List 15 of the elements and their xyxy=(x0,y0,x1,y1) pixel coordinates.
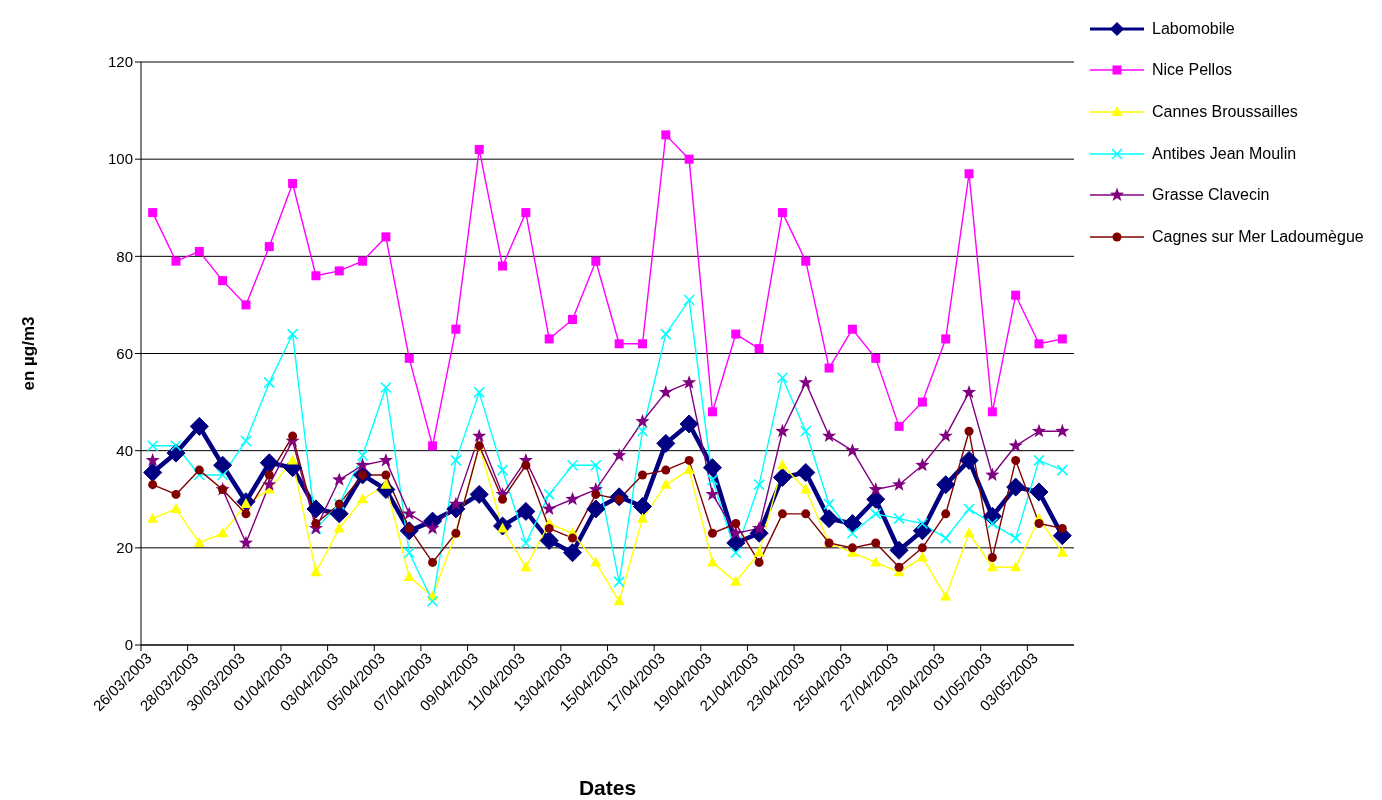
y-tick-label: 0 xyxy=(124,636,133,654)
x-axis-title: Dates xyxy=(578,776,637,799)
legend-label: Grasse Clavecin xyxy=(1152,186,1270,205)
legend-label: Cagnes sur Mer Ladoumègue xyxy=(1152,227,1364,246)
y-tick-label: 120 xyxy=(107,53,133,71)
y-tick-label: 60 xyxy=(116,344,133,362)
legend-label: Labomobile xyxy=(1152,19,1235,38)
legend-label: Nice Pellos xyxy=(1152,61,1233,80)
y-tick-label: 40 xyxy=(116,441,133,459)
y-tick-label: 80 xyxy=(116,247,133,265)
legend-label: Cannes Broussailles xyxy=(1152,102,1298,121)
y-tick-label: 100 xyxy=(107,150,133,168)
y-tick-label: 20 xyxy=(116,539,133,557)
legend-label: Antibes Jean Moulin xyxy=(1152,144,1297,163)
y-axis-title: en µg/m3 xyxy=(19,316,39,391)
